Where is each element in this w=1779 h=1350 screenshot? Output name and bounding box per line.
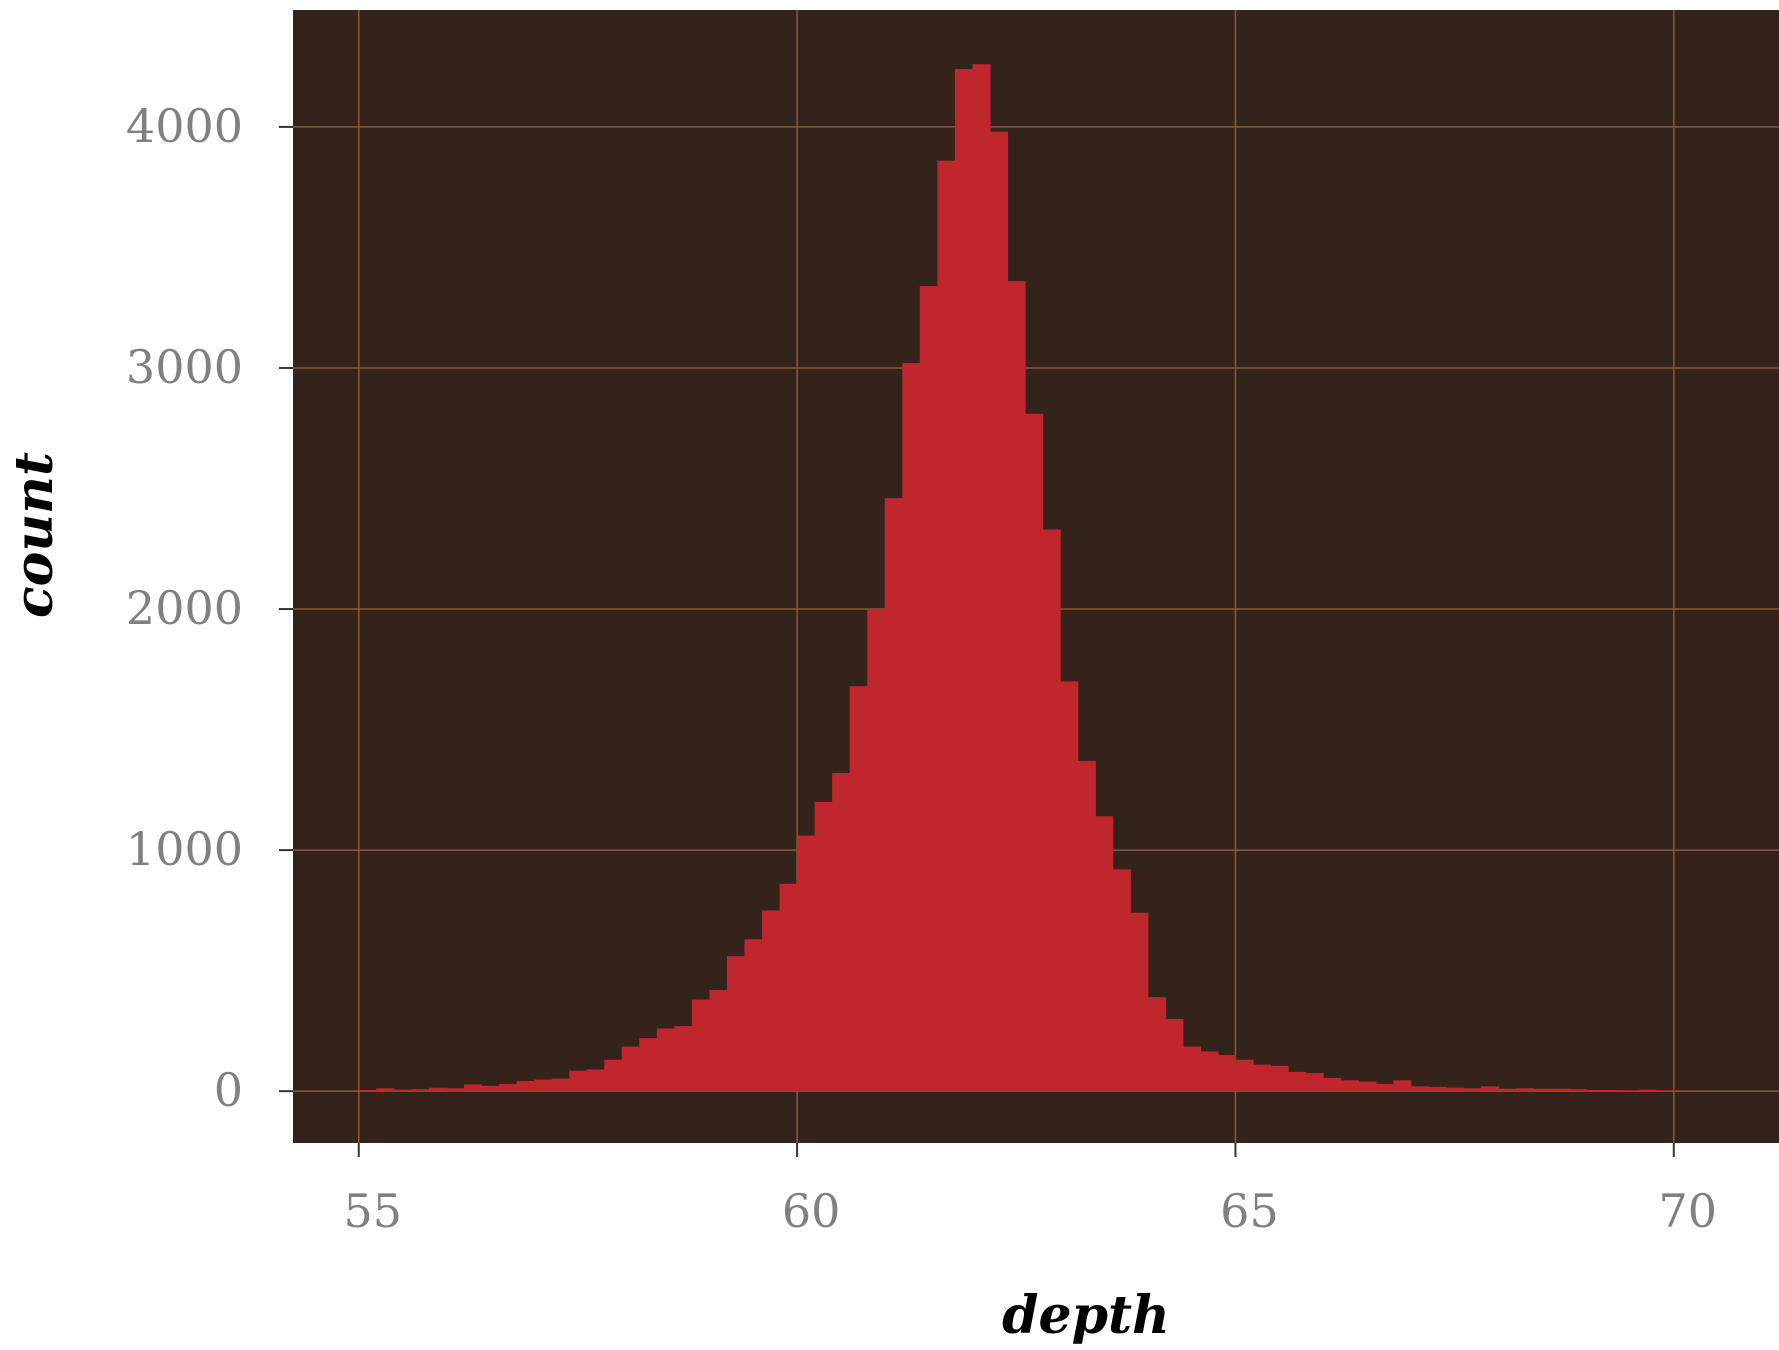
histogram-bar xyxy=(1375,1083,1394,1092)
histogram-bar xyxy=(832,772,851,1092)
histogram-bar xyxy=(604,1059,623,1092)
histogram-bar xyxy=(1533,1088,1552,1092)
histogram-bar xyxy=(937,160,956,1092)
histogram-bar xyxy=(1410,1086,1429,1092)
histogram-bar xyxy=(376,1088,395,1092)
histogram-bar xyxy=(989,131,1009,1092)
histogram-bar xyxy=(1305,1073,1324,1092)
histogram-bar xyxy=(1586,1089,1605,1092)
histogram-bar xyxy=(1042,529,1061,1092)
histogram-bar xyxy=(1025,413,1044,1092)
histogram-bar xyxy=(1340,1080,1359,1092)
histogram-bar xyxy=(569,1070,588,1092)
histogram-bar xyxy=(586,1069,605,1092)
x-tick-label: 70 xyxy=(1659,1184,1718,1238)
histogram-bar xyxy=(1551,1088,1570,1092)
x-tick-labels: 55 60 65 70 xyxy=(343,1184,1717,1238)
axis-ticks xyxy=(279,125,1675,1157)
y-tick-label: 3000 xyxy=(126,340,243,394)
x-tick-label: 65 xyxy=(1220,1184,1279,1238)
x-tick-label: 60 xyxy=(782,1184,841,1238)
histogram-bar xyxy=(972,64,991,1092)
y-tick-label: 0 xyxy=(214,1063,243,1117)
histogram-bar xyxy=(884,498,903,1092)
histogram-bar xyxy=(1147,997,1166,1092)
y-tick-labels: 0 1000 2000 3000 4000 xyxy=(126,99,243,1117)
histogram-bar xyxy=(656,1028,675,1092)
histogram-bar xyxy=(1182,1046,1201,1092)
histogram-bar xyxy=(516,1081,535,1092)
histogram-bar xyxy=(534,1079,553,1092)
histogram-bar xyxy=(797,835,816,1092)
histogram-bar xyxy=(1656,1090,1675,1092)
histogram-bar xyxy=(726,956,746,1092)
histogram-bar xyxy=(358,1089,377,1092)
histogram-bar xyxy=(499,1083,518,1092)
histogram-bar xyxy=(1252,1064,1272,1092)
histogram-bar xyxy=(411,1089,430,1092)
y-tick-label: 4000 xyxy=(126,99,243,153)
histogram-bar xyxy=(1603,1089,1622,1092)
histogram-bar xyxy=(814,801,833,1092)
x-axis-title: depth xyxy=(1002,1285,1170,1346)
histogram-bar xyxy=(674,1026,693,1092)
histogram-bar xyxy=(1393,1080,1412,1092)
histogram-bar xyxy=(1060,681,1079,1092)
histogram-bar xyxy=(1288,1071,1307,1092)
histogram-bar xyxy=(954,69,974,1092)
y-tick-label: 1000 xyxy=(126,822,243,876)
histogram-bar xyxy=(867,609,886,1092)
histogram-bar xyxy=(902,363,921,1092)
histogram-bar xyxy=(1515,1088,1535,1092)
histogram-bar xyxy=(1323,1077,1342,1092)
histogram-bar xyxy=(849,686,868,1092)
histogram-bar xyxy=(691,999,711,1092)
histogram-bar xyxy=(1130,912,1149,1092)
histogram-bar xyxy=(762,910,781,1092)
histogram-bar xyxy=(1445,1087,1464,1092)
histogram-bar xyxy=(1235,1059,1254,1092)
histogram-bar xyxy=(1621,1090,1640,1092)
histogram-bar xyxy=(1077,760,1096,1092)
histogram-bar xyxy=(1358,1081,1377,1092)
x-tick-label: 55 xyxy=(343,1184,402,1238)
histogram-bar xyxy=(1638,1089,1657,1092)
histogram-bar xyxy=(1463,1088,1482,1092)
histogram-bar xyxy=(1270,1065,1289,1092)
histogram-bar xyxy=(709,989,728,1092)
histogram-bar xyxy=(1498,1088,1517,1092)
histogram-bar xyxy=(1428,1086,1447,1092)
histogram-bar xyxy=(481,1085,500,1092)
histogram-bar xyxy=(1095,816,1114,1092)
histogram-bars xyxy=(358,64,1675,1092)
histogram-bar xyxy=(463,1084,483,1092)
histogram-bar xyxy=(1217,1055,1237,1092)
histogram-bar xyxy=(621,1046,640,1092)
histogram-bar xyxy=(1200,1051,1219,1092)
histogram-bar xyxy=(1568,1089,1587,1092)
histogram-bar xyxy=(744,939,763,1092)
histogram-bar xyxy=(551,1078,570,1092)
histogram-bar xyxy=(639,1038,658,1092)
y-axis-title: count xyxy=(4,452,65,618)
histogram-bar xyxy=(919,286,938,1092)
histogram-bar xyxy=(393,1089,412,1092)
histogram-bar xyxy=(1112,869,1131,1092)
histogram-bar xyxy=(1007,281,1026,1092)
histogram-bar xyxy=(1165,1018,1184,1092)
y-tick-label: 2000 xyxy=(126,581,243,635)
histogram-bar xyxy=(446,1088,465,1092)
histogram-bar xyxy=(428,1087,448,1092)
histogram-bar xyxy=(779,883,798,1092)
histogram-bar xyxy=(1480,1086,1500,1092)
